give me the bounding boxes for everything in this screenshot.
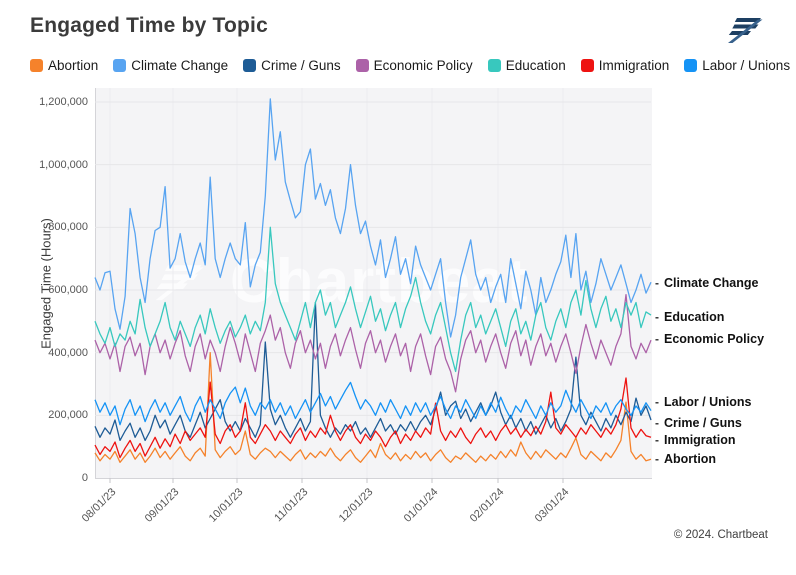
- legend-item-economic-policy[interactable]: Economic Policy: [355, 58, 473, 73]
- chart-legend: Abortion Climate Change Crime / Guns Econom…: [30, 58, 790, 73]
- y-tick-label: 0: [81, 472, 88, 484]
- series-line-immigration: [94, 377, 652, 459]
- annotation-label: Crime / Guns: [664, 416, 742, 431]
- legend-swatch: [113, 59, 127, 72]
- annotation-label: Immigration: [664, 433, 736, 448]
- series-line-economic-policy: [94, 294, 652, 393]
- x-tick-label: 10/01/23: [206, 486, 246, 525]
- x-tick-label: 11/01/23: [272, 486, 311, 525]
- annotation-dash: -: [655, 309, 659, 324]
- legend-item-immigration[interactable]: Immigration: [580, 58, 670, 73]
- legend-item-crime-guns[interactable]: Crime / Guns: [243, 58, 341, 73]
- copyright-text: © 2024. Chartbeat: [673, 529, 768, 541]
- series-line-crime-guns: [94, 301, 652, 442]
- annotation-label: Education: [664, 309, 725, 324]
- y-tick-label: 400,000: [48, 346, 88, 359]
- annotation-label: Labor / Unions: [664, 394, 752, 409]
- x-tick-label: 02/01/24: [467, 486, 507, 525]
- y-tick-label: 600,000: [48, 284, 88, 296]
- y-tick-label: 1,200,000: [39, 96, 88, 108]
- chartbeat-logo-icon: [728, 18, 763, 43]
- x-tick-label: 01/01/24: [401, 486, 441, 525]
- series-line-climate-change: [94, 98, 652, 338]
- legend-item-labor-unions[interactable]: Labor / Unions: [684, 58, 790, 73]
- annotation-dash: -: [655, 433, 659, 448]
- series-end-label-climate-change: - Climate Change: [655, 276, 758, 290]
- legend-label: Labor / Unions: [702, 58, 791, 73]
- series-line-education: [94, 226, 652, 373]
- x-tick-label: 12/01/23: [336, 486, 376, 525]
- series-end-label-crime-guns: - Crime / Guns: [655, 416, 742, 430]
- line-chart: [94, 88, 652, 483]
- annotation-label: Abortion: [664, 452, 717, 467]
- series-end-label-education: - Education: [655, 310, 724, 324]
- x-tick-label: 03/01/24: [532, 486, 572, 525]
- legend-swatch: [243, 59, 257, 72]
- legend-swatch: [684, 59, 698, 72]
- annotation-dash: -: [655, 331, 659, 346]
- y-tick-label: 1,000,000: [39, 158, 88, 171]
- y-tick-label: 800,000: [48, 221, 88, 234]
- y-tick-label: 200,000: [48, 409, 88, 422]
- series-end-label-labor-unions: - Labor / Unions: [655, 395, 752, 409]
- legend-label: Climate Change: [131, 58, 229, 73]
- annotation-dash: -: [655, 416, 659, 431]
- series-end-label-abortion: - Abortion: [655, 452, 716, 466]
- legend-swatch: [355, 59, 369, 72]
- annotation-dash: -: [655, 452, 659, 467]
- legend-label: Immigration: [598, 58, 670, 73]
- legend-item-climate-change[interactable]: Climate Change: [113, 58, 228, 73]
- legend-label: Abortion: [48, 58, 99, 73]
- legend-item-education[interactable]: Education: [487, 58, 566, 73]
- legend-label: Education: [505, 58, 566, 73]
- legend-label: Economic Policy: [373, 58, 473, 73]
- series-end-label-economic-policy: - Economic Policy: [655, 332, 764, 346]
- annotation-dash: -: [655, 276, 659, 291]
- legend-label: Crime / Guns: [261, 58, 341, 73]
- annotation-label: Economic Policy: [664, 331, 765, 346]
- series-line-labor-unions: [94, 381, 652, 426]
- legend-swatch: [580, 59, 594, 72]
- annotation-label: Climate Change: [664, 276, 759, 291]
- x-tick-label: 09/01/23: [142, 486, 182, 525]
- legend-swatch: [487, 59, 501, 72]
- page-title: Engaged Time by Topic: [30, 14, 268, 37]
- series-line-abortion: [94, 352, 652, 463]
- annotation-dash: -: [655, 394, 659, 409]
- x-tick-label: 08/01/23: [79, 486, 119, 525]
- legend-item-abortion[interactable]: Abortion: [30, 58, 98, 73]
- legend-swatch: [30, 59, 43, 72]
- series-end-label-immigration: - Immigration: [655, 433, 736, 447]
